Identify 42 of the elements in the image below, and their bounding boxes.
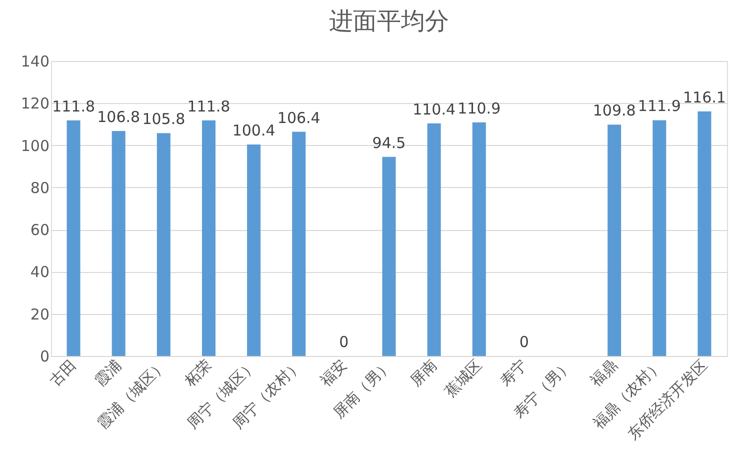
data-label: 105.8 [142, 110, 186, 128]
bar [652, 120, 666, 356]
bar [247, 144, 261, 356]
x-tick-label: 霞浦 [91, 356, 125, 390]
bar [382, 156, 396, 356]
y-tick-label: 140 [20, 52, 50, 70]
bar [112, 130, 126, 356]
bar [427, 123, 441, 356]
bar [156, 133, 170, 356]
data-label: 0 [519, 333, 529, 351]
chart-title: 进面平均分 [329, 7, 449, 35]
bar [608, 124, 622, 356]
bar [292, 132, 306, 356]
y-tick-label: 40 [30, 263, 50, 282]
data-label: 111.9 [638, 97, 681, 116]
y-tick-label: 0 [40, 348, 50, 366]
x-tick-label: 福鼎 [586, 356, 621, 390]
x-tick-label: 屏南 [406, 356, 440, 390]
data-label: 100.4 [232, 121, 276, 140]
x-tick-label: 蕉城区 [440, 356, 486, 401]
data-label: 94.5 [372, 134, 406, 152]
y-tick-label: 80 [30, 178, 50, 197]
y-tick-label: 60 [30, 221, 50, 240]
data-label: 111.8 [187, 97, 230, 116]
data-label: 111.8 [52, 97, 96, 116]
y-tick-label: 120 [20, 94, 50, 113]
y-tick-label: 20 [30, 305, 50, 324]
data-label: 110.4 [412, 100, 456, 118]
x-tick-label: 柘荣 [180, 356, 216, 391]
data-label: 109.8 [592, 102, 636, 120]
data-label: 110.9 [458, 99, 501, 118]
x-tick-label: 寿宁 [496, 356, 531, 390]
y-tick-label: 100 [20, 136, 50, 155]
x-tick-label: 福安 [316, 356, 350, 390]
bar [66, 120, 80, 356]
data-label: 106.8 [97, 108, 140, 126]
data-label: 116.1 [682, 88, 726, 106]
data-label: 106.4 [277, 108, 320, 127]
bar [698, 111, 712, 356]
bar [202, 120, 216, 356]
bar [472, 122, 486, 356]
data-label: 0 [339, 333, 349, 351]
